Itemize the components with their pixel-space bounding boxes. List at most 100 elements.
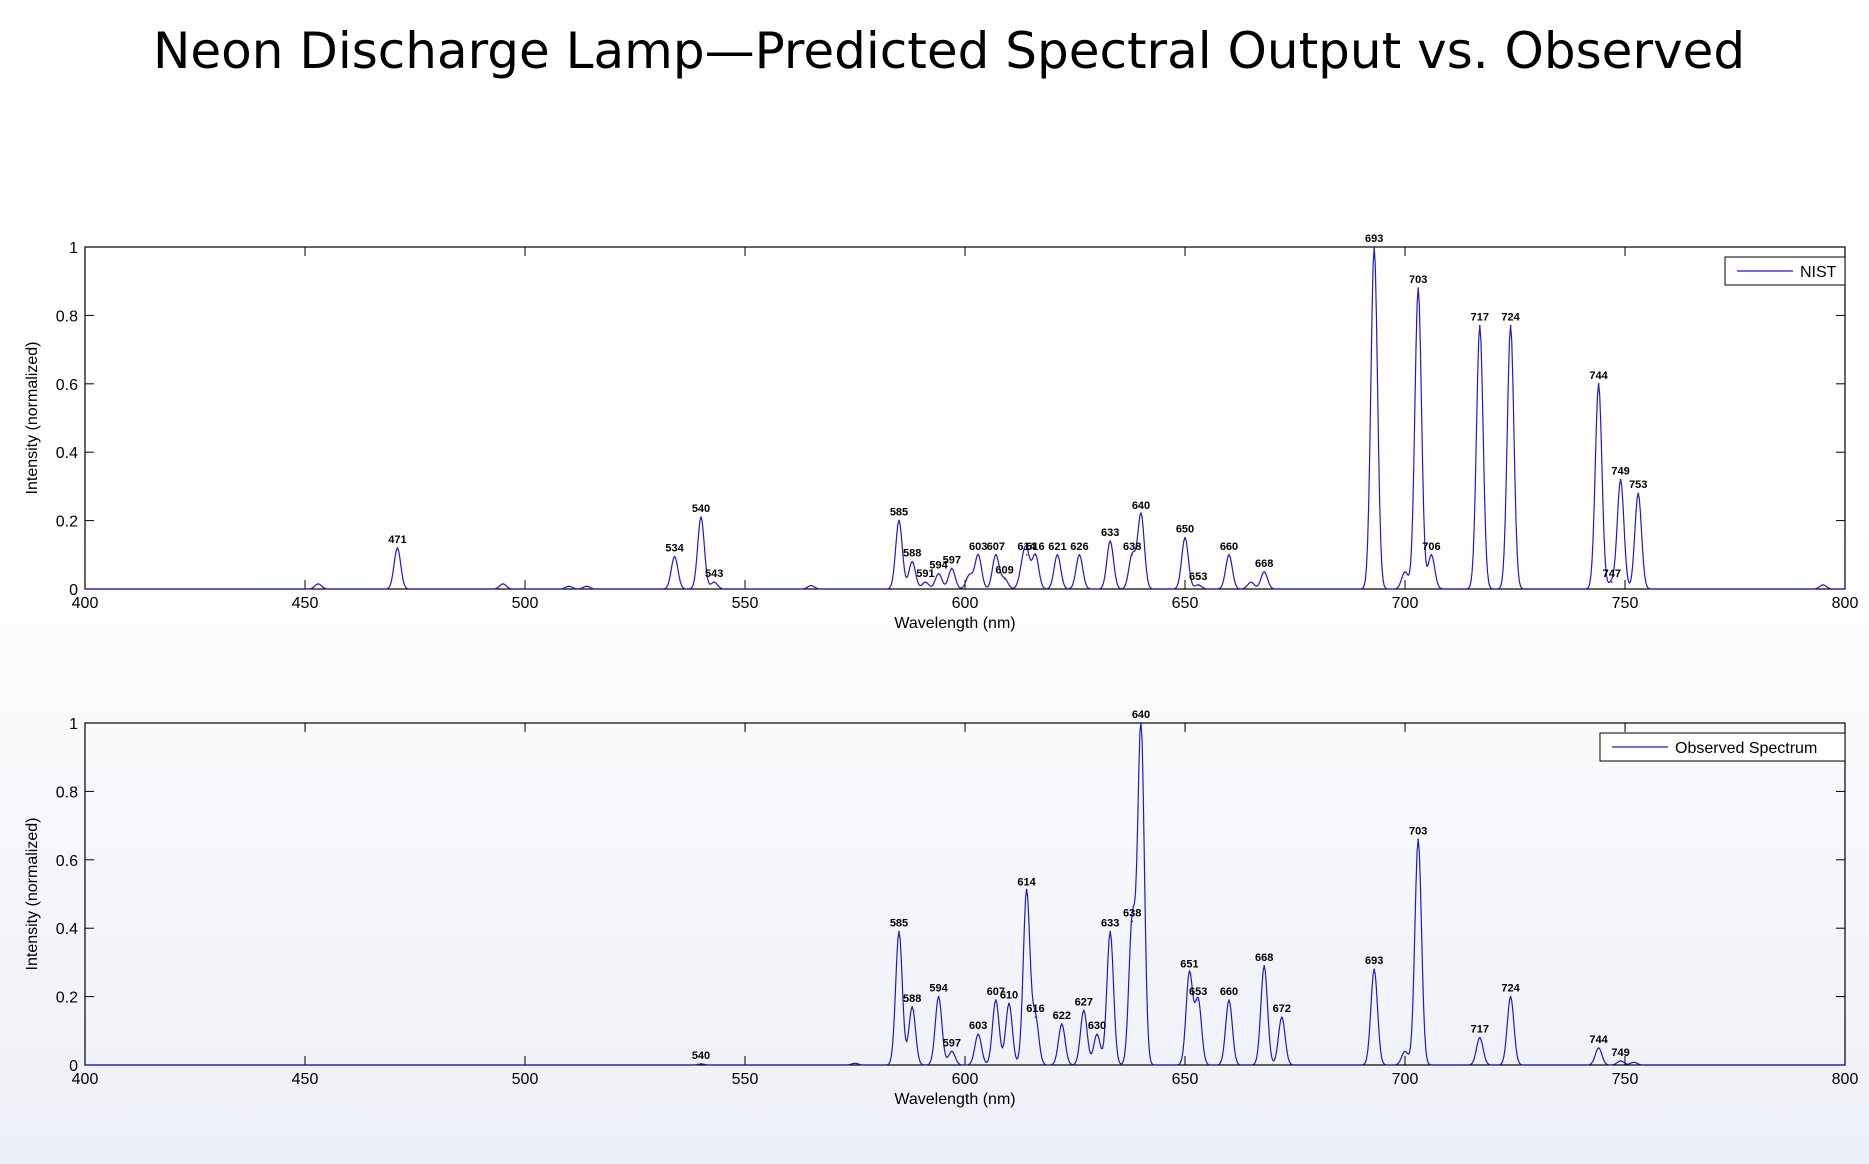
peak-point xyxy=(995,999,997,1001)
x-tick-label: 750 xyxy=(1612,1071,1639,1088)
peak-point xyxy=(700,516,702,518)
peak-point xyxy=(1373,246,1375,248)
peak-point xyxy=(1637,492,1639,495)
y-tick-label: 0 xyxy=(69,1058,78,1075)
peak-point xyxy=(1619,1060,1622,1062)
observed-spectrum-chart: 400 450 500 550 600 650 700 750 800 0 0.2 0.4 0.6 0.8… xyxy=(24,709,1859,1108)
y-tick-label: 0 xyxy=(69,582,78,599)
peak-label: 471 xyxy=(388,534,406,546)
y-axis-title: Intensity (normalized) xyxy=(24,818,41,971)
peak-label: 610 xyxy=(1000,989,1018,1001)
peak-label: 660 xyxy=(1220,541,1238,553)
legend-label: NIST xyxy=(1800,264,1837,281)
peak-label: 633 xyxy=(1101,527,1119,539)
peak-label: 640 xyxy=(1132,709,1150,721)
peak-point xyxy=(1140,722,1142,724)
peak-point xyxy=(1228,554,1230,556)
peak-label: 616 xyxy=(1026,541,1044,553)
peak-label: 753 xyxy=(1629,479,1647,491)
peak-label: 693 xyxy=(1365,233,1383,245)
peak-point xyxy=(995,554,997,556)
peak-point xyxy=(924,581,927,583)
x-axis-title: Wavelength (nm) xyxy=(894,615,1015,632)
peak-label: 597 xyxy=(943,1037,961,1049)
x-tick-label: 500 xyxy=(512,1071,539,1088)
peak-label: 627 xyxy=(1075,996,1093,1008)
peak-label: 638 xyxy=(1123,541,1141,553)
peak-label: 607 xyxy=(987,541,1005,553)
peak-point xyxy=(1034,1016,1037,1018)
peak-label: 622 xyxy=(1053,1010,1071,1022)
peak-point xyxy=(1417,287,1419,289)
page-title: Neon Discharge Lamp—Predicted Spectral O… xyxy=(153,22,1746,80)
peak-label: 614 xyxy=(1017,541,1036,553)
peak-label: 630 xyxy=(1088,1020,1106,1032)
spectrum-line xyxy=(85,246,1845,590)
x-tick-label: 400 xyxy=(72,1071,99,1088)
peak-label: 744 xyxy=(1589,370,1608,382)
peak-label: 588 xyxy=(903,993,921,1005)
peak-label: 724 xyxy=(1501,983,1520,995)
peak-label: 614 xyxy=(1017,877,1036,889)
peak-point xyxy=(1025,889,1028,892)
peak-point xyxy=(673,555,676,558)
peak-point xyxy=(937,995,940,998)
peak-label: 717 xyxy=(1471,1024,1489,1036)
peak-label: 744 xyxy=(1589,1034,1608,1046)
x-tick-label: 800 xyxy=(1832,1071,1859,1088)
peak-point xyxy=(1509,324,1512,327)
peak-label: 540 xyxy=(692,503,710,515)
peak-point xyxy=(1140,512,1142,515)
peak-point xyxy=(1509,995,1512,998)
peak-label: 706 xyxy=(1422,541,1440,553)
peak-label: 724 xyxy=(1501,312,1520,324)
peak-label: 693 xyxy=(1365,955,1383,967)
peak-label: 540 xyxy=(692,1050,710,1062)
x-tick-label: 550 xyxy=(732,595,759,612)
peak-point xyxy=(1479,1036,1481,1039)
peak-label: 543 xyxy=(705,568,723,580)
peak-label: 653 xyxy=(1189,571,1207,583)
peak-point xyxy=(1061,1023,1063,1025)
peak-label: 640 xyxy=(1132,500,1150,512)
peak-label: 653 xyxy=(1189,986,1207,998)
peak-label: 621 xyxy=(1048,541,1066,553)
peak-label: 594 xyxy=(929,560,948,572)
x-axis-title: Wavelength (nm) xyxy=(894,1091,1015,1108)
x-tick-label: 650 xyxy=(1172,595,1199,612)
y-tick-label: 0.4 xyxy=(56,445,78,462)
x-tick-label: 600 xyxy=(952,1071,979,1088)
peak-point xyxy=(898,930,900,933)
y-tick-label: 0.2 xyxy=(56,990,78,1007)
peak-label: 607 xyxy=(987,986,1005,998)
peak-point xyxy=(1619,478,1622,481)
y-tick-label: 1 xyxy=(69,240,78,257)
peak-label: 749 xyxy=(1611,466,1629,478)
x-tick-label: 450 xyxy=(292,595,319,612)
x-tick-label: 550 xyxy=(732,1071,759,1088)
x-tick-label: 650 xyxy=(1172,1071,1199,1088)
peak-point xyxy=(1003,577,1006,580)
peak-point xyxy=(1430,554,1433,556)
peak-label: 609 xyxy=(995,565,1013,577)
y-tick-label: 0.2 xyxy=(56,514,78,531)
peak-label: 660 xyxy=(1220,986,1238,998)
peak-point xyxy=(1197,584,1199,586)
peak-point xyxy=(1184,536,1186,539)
peak-label: 650 xyxy=(1176,524,1194,536)
x-tick-label: 400 xyxy=(72,595,99,612)
peak-label: 616 xyxy=(1026,1003,1044,1015)
peak-point xyxy=(1479,324,1481,327)
peak-point xyxy=(1373,968,1375,971)
peak-point xyxy=(977,1033,979,1036)
peak-label: 638 xyxy=(1123,907,1141,919)
x-tick-label: 700 xyxy=(1392,595,1419,612)
peak-point xyxy=(911,1006,913,1008)
peak-point xyxy=(1109,930,1111,933)
x-tick-label: 500 xyxy=(512,595,539,612)
y-tick-label: 0.4 xyxy=(56,921,78,938)
peak-point xyxy=(1078,554,1081,556)
legend-label: Observed Spectrum xyxy=(1675,740,1817,757)
peak-label: 603 xyxy=(969,541,987,553)
peak-point xyxy=(1109,540,1111,542)
